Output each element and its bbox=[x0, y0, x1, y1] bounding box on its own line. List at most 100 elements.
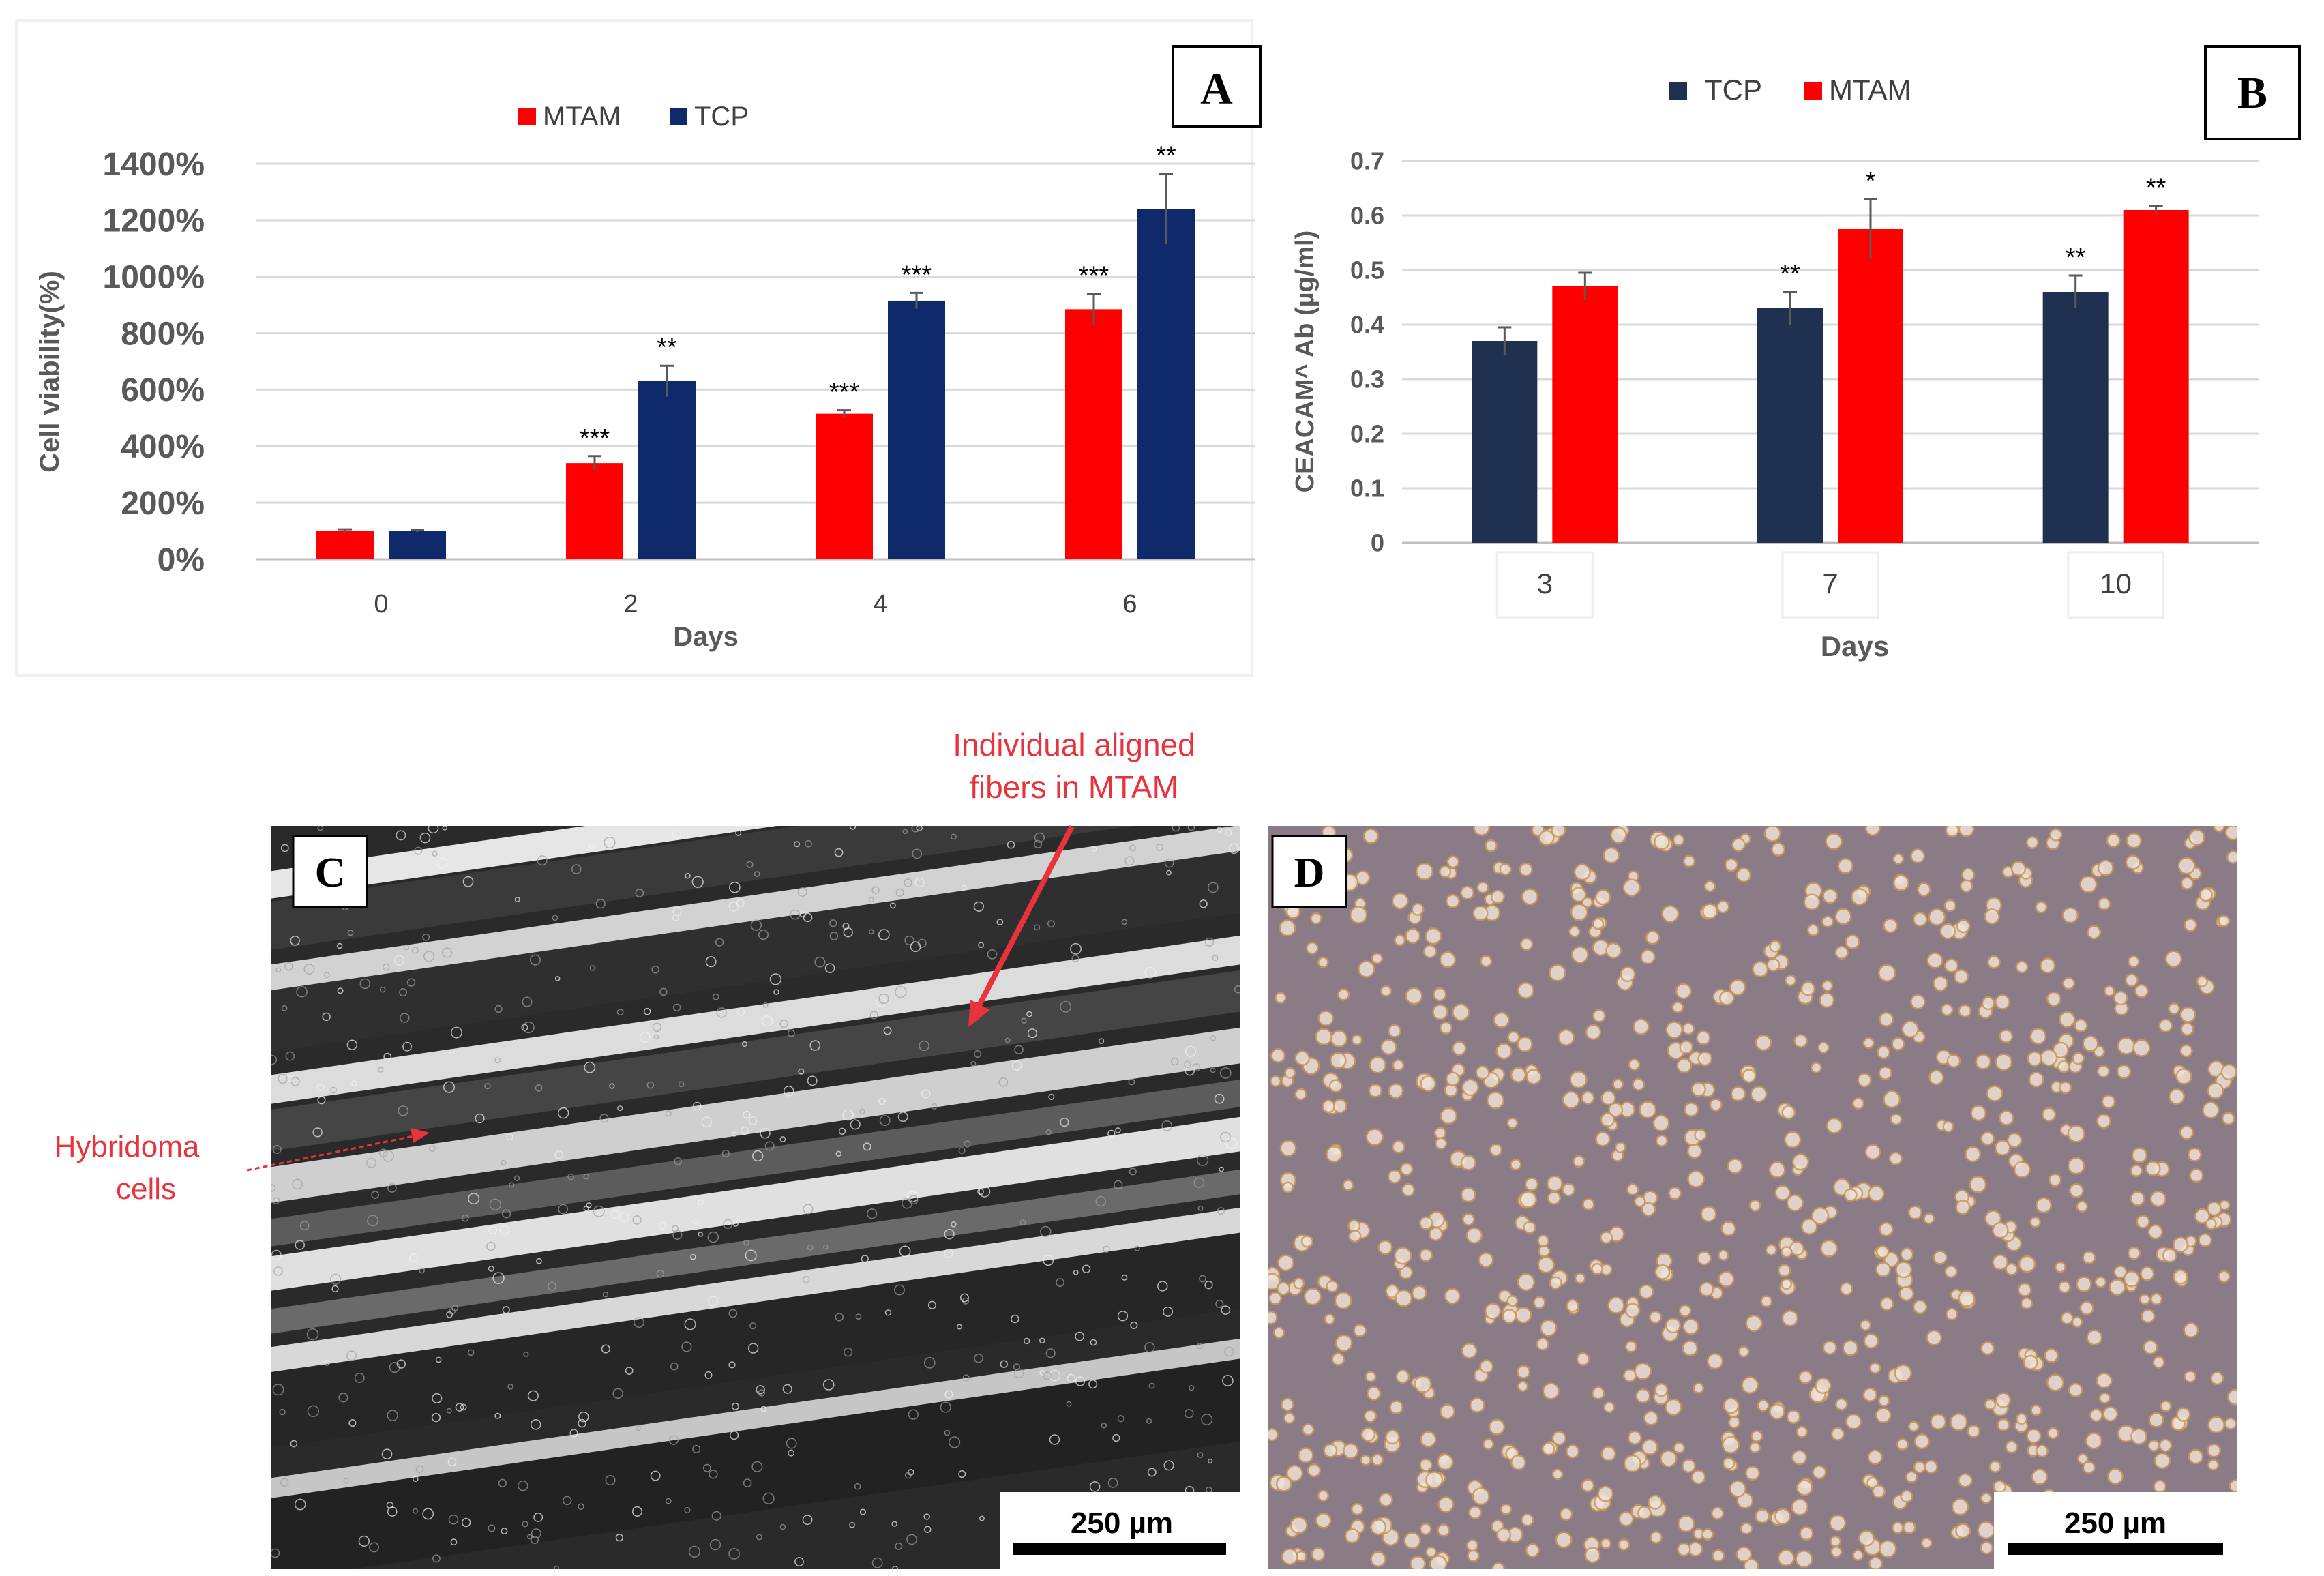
panel-d-cell bbox=[1465, 1227, 1483, 1244]
panel-c-cell bbox=[979, 1515, 985, 1521]
panel-d-cell bbox=[2128, 955, 2140, 968]
panel-c-cell bbox=[406, 978, 416, 987]
panel-c-cell bbox=[1222, 1375, 1234, 1386]
panel-c-cell bbox=[707, 1231, 719, 1243]
panel-c-cell bbox=[1011, 1060, 1022, 1071]
panel-d-cell bbox=[1676, 1542, 1691, 1557]
panel-c-cell bbox=[346, 1039, 358, 1050]
panel-c-cell bbox=[756, 1385, 765, 1395]
panel-c-cell bbox=[593, 1205, 605, 1217]
panel-d-cell bbox=[2213, 826, 2225, 833]
panel-d-cell bbox=[1460, 1155, 1477, 1171]
panel-c-cell bbox=[758, 1389, 766, 1397]
panel-c-cell bbox=[1039, 1337, 1045, 1344]
panel-c-cell bbox=[1011, 1314, 1019, 1324]
panel-d-cell bbox=[1866, 1476, 1879, 1489]
panel-d-cell bbox=[1826, 1117, 1843, 1134]
panel-c-cell bbox=[323, 972, 330, 979]
panel-d-cell bbox=[1597, 1485, 1614, 1502]
panel-c-cell bbox=[449, 1049, 455, 1055]
panel-d-cell bbox=[1502, 1309, 1517, 1324]
panel-c-cell bbox=[272, 1384, 284, 1396]
panel-c-cell bbox=[522, 996, 533, 1007]
panel-d-cell bbox=[1633, 1195, 1646, 1208]
panel-c-fibers bbox=[271, 826, 1240, 1569]
panel-d-cell bbox=[1521, 888, 1539, 906]
panel-c-cell bbox=[743, 1478, 752, 1487]
b-bar-mtam bbox=[2123, 210, 2189, 543]
panel-d-micrograph bbox=[1268, 826, 2237, 1569]
panel-c-cell bbox=[716, 1007, 727, 1018]
panel-d-cell bbox=[1793, 1033, 1808, 1048]
panel-c-cell bbox=[396, 830, 406, 841]
panel-c-cell bbox=[1073, 1269, 1079, 1275]
panel-c-cell bbox=[329, 1273, 342, 1285]
panel-c-cell bbox=[1220, 1131, 1231, 1143]
panel-c-cell bbox=[337, 987, 344, 994]
panel-c-cell bbox=[1216, 827, 1223, 833]
panel-d-cell bbox=[1900, 1489, 1913, 1503]
panel-d-cell bbox=[1958, 1004, 1972, 1018]
panel-c-cell bbox=[1007, 841, 1015, 849]
panel-c-cell bbox=[868, 929, 874, 935]
panel-d-cell bbox=[2175, 1068, 2192, 1085]
panel-c-cell bbox=[754, 871, 760, 877]
panel-d-cell bbox=[1585, 1024, 1602, 1041]
panel-d-cell bbox=[1649, 1310, 1663, 1324]
panel-d-cell bbox=[1859, 1319, 1872, 1331]
panel-d-cell bbox=[1608, 1102, 1624, 1118]
panel-d-cell bbox=[2113, 1265, 2128, 1279]
panel-d-cell bbox=[1774, 1508, 1791, 1525]
panel-d-cell bbox=[1401, 1183, 1416, 1197]
panel-c-cell bbox=[849, 1521, 855, 1528]
panel-c-cell bbox=[684, 1506, 691, 1514]
panel-c-cell bbox=[814, 956, 826, 968]
panel-d-cell bbox=[1891, 1521, 1904, 1534]
panel-d-cell bbox=[1868, 1185, 1885, 1202]
panel-c-cell bbox=[554, 1565, 559, 1569]
panel-d-cell bbox=[1991, 1221, 2009, 1239]
panel-b-gridlines bbox=[1402, 160, 2259, 544]
panel-d-letter: D bbox=[1294, 850, 1325, 896]
panel-d-cell bbox=[1912, 1299, 1928, 1315]
panel-c-cell bbox=[403, 944, 410, 951]
panel-d-cell bbox=[1389, 1400, 1403, 1414]
panel-c-cell bbox=[743, 1110, 751, 1118]
panel-c-cell bbox=[732, 1131, 737, 1137]
panel-d-cell bbox=[1279, 919, 1296, 937]
panel-c-cell bbox=[619, 1212, 629, 1223]
panel-d-cell bbox=[2143, 1339, 2158, 1355]
panel-d-cell bbox=[1822, 1340, 1837, 1355]
panel-c-cell bbox=[396, 1359, 406, 1369]
b-significance-label: ** bbox=[2066, 243, 2086, 272]
panel-c-cell bbox=[805, 839, 812, 848]
panel-d-cell bbox=[1624, 1303, 1641, 1318]
panel-c-cell bbox=[599, 1114, 609, 1123]
panel-c-cell bbox=[732, 1221, 739, 1227]
panel-c-cell bbox=[1088, 1380, 1098, 1389]
panel-d-cell bbox=[2096, 1113, 2112, 1129]
panel-c-cell bbox=[892, 1565, 899, 1569]
panel-d-cell bbox=[1510, 1067, 1527, 1083]
panel-c-cell bbox=[987, 949, 998, 960]
panel-c-cells-annotation-line2: cells bbox=[116, 1172, 176, 1206]
panel-c-cell bbox=[271, 1548, 280, 1558]
panel-d-cell bbox=[1391, 892, 1409, 910]
panel-c-cell bbox=[779, 1136, 786, 1142]
panel-c-cell bbox=[317, 1096, 326, 1105]
panel-c-cell bbox=[1221, 1305, 1231, 1315]
panel-d-cell bbox=[2005, 1440, 2018, 1454]
panel-d-cell bbox=[1905, 1470, 1918, 1483]
panel-d-cell bbox=[1830, 1535, 1842, 1547]
panel-d-cell bbox=[1871, 1484, 1886, 1499]
panel-c-cell bbox=[958, 1146, 966, 1155]
panel-c-cell bbox=[419, 832, 431, 844]
panel-d-cell bbox=[1538, 829, 1555, 846]
panel-c-cell bbox=[970, 1060, 977, 1067]
panel-d-cell bbox=[1403, 1532, 1421, 1549]
panel-c-scale-label: 250 µm bbox=[1071, 1506, 1173, 1540]
panel-d-cell bbox=[1493, 1011, 1510, 1028]
panel-c-fiber bbox=[271, 1027, 1240, 1203]
panel-d-cell bbox=[2006, 1132, 2023, 1148]
